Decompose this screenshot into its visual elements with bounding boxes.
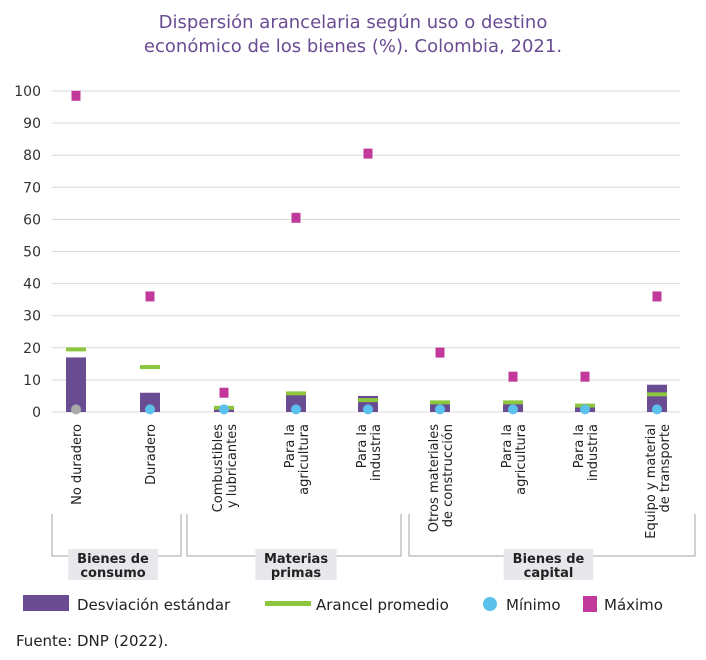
category-label: agricultura [297, 424, 312, 495]
y-tick-label: 80 [23, 148, 41, 164]
std-dev-bar [66, 357, 86, 412]
category-label: Para la [283, 424, 298, 468]
average-marker [647, 392, 667, 397]
maximum-marker [71, 90, 81, 101]
minimum-marker [291, 404, 301, 415]
category-label: Para la [355, 424, 370, 468]
legend-swatch-minimum [483, 597, 497, 611]
average-marker [140, 365, 160, 370]
category-label: Para la [500, 424, 515, 468]
maximum-marker [363, 148, 373, 159]
minimum-marker [145, 404, 155, 415]
legend-label: Desviación estándar [77, 596, 231, 614]
std-dev-bar [647, 384, 667, 412]
category-label: industria [369, 424, 384, 481]
y-tick-label: 50 [23, 245, 41, 261]
maximum-marker [435, 347, 445, 358]
average-marker [358, 398, 378, 403]
average-marker [503, 400, 523, 405]
minimum-marker [435, 404, 445, 415]
minimum-marker [71, 404, 81, 415]
group-label: Bienes de [77, 552, 149, 567]
chart-title-line: Dispersión arancelaria según uso o desti… [159, 12, 548, 33]
y-tick-label: 30 [23, 309, 41, 325]
maximum-marker [291, 212, 301, 223]
minimum-marker [508, 404, 518, 415]
group-label: capital [524, 566, 574, 581]
chart-title: Dispersión arancelaria según uso o desti… [144, 12, 562, 57]
maximum-marker [652, 291, 662, 302]
category-labels: No duradero Duradero Combustibles y lubrica… [70, 424, 673, 539]
category-label: Duradero [144, 424, 159, 485]
legend-label: Arancel promedio [316, 596, 449, 614]
category-label: industria [586, 424, 601, 481]
minimum-marker [652, 404, 662, 415]
category-label: de transporte [658, 424, 673, 512]
group-label-box [68, 549, 158, 580]
std-dev-bar [140, 392, 160, 412]
category-label: y lubricantes [225, 424, 240, 508]
legend-swatch-std-dev [23, 595, 69, 611]
chart-title-line: económico de los bienes (%). Colombia, 2… [144, 36, 562, 57]
average-marker [66, 347, 86, 352]
legend-label: Mínimo [506, 596, 561, 614]
minimum-marker [363, 404, 373, 415]
grid-lines [52, 90, 680, 413]
category-label: No duradero [70, 424, 85, 505]
group-label: Materias [264, 552, 328, 567]
source-note: Fuente: DNP (2022). [16, 632, 168, 650]
category-label: agricultura [514, 424, 529, 495]
y-axis-ticks: 0 10 20 30 40 50 60 70 80 90 100 [14, 84, 41, 421]
group-label: Bienes de [513, 552, 585, 567]
legend: Desviación estándar Arancel promedio Mínim… [23, 595, 663, 614]
maximum-marker [145, 291, 155, 302]
group-label: primas [271, 566, 321, 581]
y-tick-label: 70 [23, 180, 41, 196]
legend-label: Máximo [604, 596, 663, 614]
category-label: de construcción [441, 424, 456, 527]
minimum-marker [219, 404, 229, 415]
y-tick-label: 60 [23, 212, 41, 228]
category-label: Equipo y material [644, 424, 659, 539]
minimum-marker [580, 404, 590, 415]
maximum-markers [71, 90, 662, 398]
maximum-marker [580, 371, 590, 382]
minimum-markers [71, 404, 662, 415]
group-label: consumo [80, 566, 145, 581]
category-label: Para la [572, 424, 587, 468]
group-label-box [255, 549, 337, 580]
std-dev-bar [286, 392, 306, 412]
y-tick-label: 40 [23, 277, 41, 293]
category-label: Combustibles [211, 424, 226, 513]
maximum-marker [219, 387, 229, 398]
category-label: Otros materiales [427, 424, 442, 533]
group-label-box [503, 549, 594, 580]
y-tick-label: 0 [32, 405, 41, 421]
y-tick-label: 10 [23, 373, 41, 389]
average-marker [286, 391, 306, 396]
y-tick-label: 90 [23, 116, 41, 132]
legend-swatch-maximum [583, 596, 597, 612]
maximum-marker [508, 371, 518, 382]
y-tick-label: 100 [14, 84, 41, 100]
legend-swatch-average [265, 601, 311, 606]
y-tick-label: 20 [23, 341, 41, 357]
average-marker [430, 400, 450, 405]
